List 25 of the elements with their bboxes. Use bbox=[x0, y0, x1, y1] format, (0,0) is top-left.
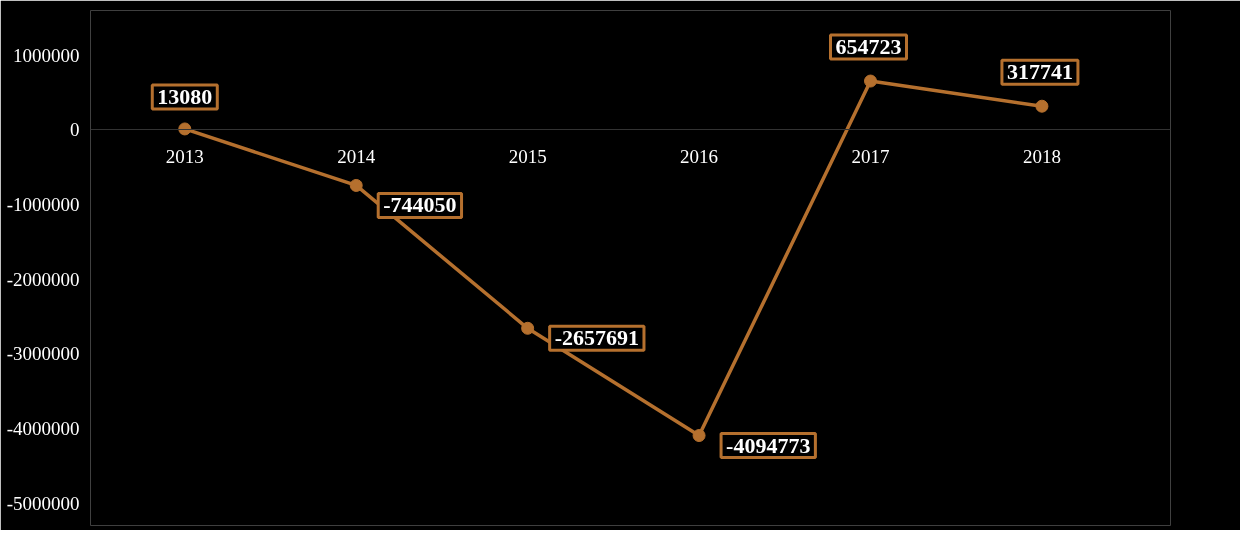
y-tick-label: 0 bbox=[70, 119, 80, 141]
x-tick-label: 2017 bbox=[851, 145, 890, 167]
x-tick-label: 2015 bbox=[508, 145, 547, 167]
x-tick-label: 2018 bbox=[1022, 145, 1061, 167]
point bbox=[178, 122, 192, 136]
y-tick-label: 1000000 bbox=[13, 44, 80, 66]
data-label: -744050 bbox=[383, 192, 457, 218]
data-label: -4094773 bbox=[726, 432, 811, 458]
data-label: 13080 bbox=[157, 83, 213, 109]
x-tick-label: 2016 bbox=[680, 145, 719, 167]
data-label: 654723 bbox=[835, 34, 902, 60]
data-label: 317741 bbox=[1006, 59, 1073, 85]
data-label: -2657691 bbox=[554, 325, 639, 351]
point bbox=[521, 321, 535, 335]
y-tick-label: -3000000 bbox=[6, 343, 80, 365]
point bbox=[349, 178, 363, 192]
point bbox=[864, 74, 877, 88]
x-tick-label: 2014 bbox=[337, 145, 376, 167]
y-tick-label: -2000000 bbox=[6, 268, 80, 290]
point bbox=[692, 429, 706, 443]
y-tick-label: -5000000 bbox=[6, 492, 80, 514]
y-tick-label: -4000000 bbox=[6, 417, 80, 439]
y-tick-label: -1000000 bbox=[6, 194, 80, 216]
x-tick-label: 2013 bbox=[165, 145, 204, 167]
point bbox=[1035, 99, 1049, 113]
